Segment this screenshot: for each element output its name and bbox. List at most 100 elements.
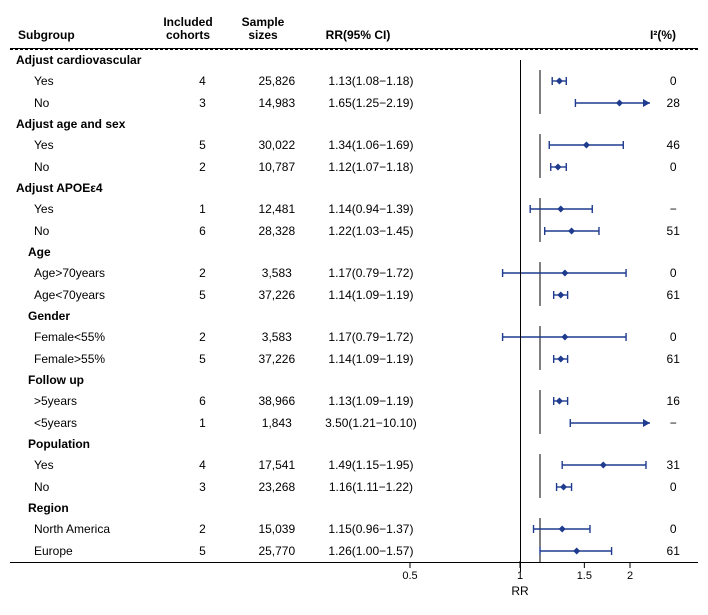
row-forest-cell xyxy=(430,92,648,114)
row-label: Europe xyxy=(10,544,163,558)
axis-area: 0.511.52RR xyxy=(10,563,698,605)
row-cohorts: 3 xyxy=(163,480,242,494)
data-row: No210,7871.12(1.07−1.18)0 xyxy=(10,156,698,178)
data-row: Yes417,5411.49(1.15−1.95) 31 xyxy=(10,454,698,476)
row-forest-cell xyxy=(430,284,648,306)
group-title-label: Population xyxy=(10,437,698,451)
row-rr: 1.17(0.79−1.72) xyxy=(311,330,430,344)
group-title: Region xyxy=(10,498,698,518)
row-i2: 28 xyxy=(648,96,698,110)
forest-row-svg xyxy=(430,92,650,114)
data-row: Age>70years23,5831.17(0.79−1.72) 0 xyxy=(10,262,698,284)
row-cohorts: 2 xyxy=(163,522,242,536)
row-rr: 1.14(1.09−1.19) xyxy=(311,352,430,366)
data-row: No323,2681.16(1.11−1.22)0 xyxy=(10,476,698,498)
row-sample: 37,226 xyxy=(242,352,311,366)
row-i2: 0 xyxy=(648,480,698,494)
header-samples: Samplesizes xyxy=(228,16,298,42)
row-i2: 61 xyxy=(648,288,698,302)
row-label: Yes xyxy=(10,74,163,88)
forest-row-svg xyxy=(430,220,650,242)
row-label: >5years xyxy=(10,394,163,408)
row-i2: − xyxy=(648,416,698,430)
group-title: Adjust APOEε4 xyxy=(10,178,698,198)
row-forest-cell xyxy=(430,412,648,434)
row-label: Yes xyxy=(10,138,163,152)
row-i2: 0 xyxy=(648,330,698,344)
forest-row-svg xyxy=(430,390,650,412)
row-sample: 38,966 xyxy=(242,394,311,408)
row-forest-cell xyxy=(430,348,648,370)
forest-row-svg xyxy=(430,326,650,348)
axis-svg: 0.511.52RR xyxy=(410,563,630,605)
row-rr: 1.49(1.15−1.95) xyxy=(311,458,430,472)
row-label: <5years xyxy=(10,416,163,430)
row-i2: 61 xyxy=(648,352,698,366)
group-title: Follow up xyxy=(10,370,698,390)
row-i2: 51 xyxy=(648,224,698,238)
header-cohorts: Includedcohorts xyxy=(148,16,228,42)
row-forest-cell xyxy=(430,134,648,156)
row-sample: 25,826 xyxy=(242,74,311,88)
row-rr: 1.14(0.94−1.39) xyxy=(311,202,430,216)
data-row: Yes425,8261.13(1.08−1.18)0 xyxy=(10,70,698,92)
row-sample: 37,226 xyxy=(242,288,311,302)
row-cohorts: 1 xyxy=(163,416,242,430)
row-i2: 46 xyxy=(648,138,698,152)
svg-text:2: 2 xyxy=(627,570,633,582)
row-rr: 3.50(1.21−10.10) xyxy=(311,416,430,430)
row-rr: 1.14(1.09−1.19) xyxy=(311,288,430,302)
svg-text:0.5: 0.5 xyxy=(402,570,417,582)
row-i2: 61 xyxy=(648,544,698,558)
row-rr: 1.13(1.08−1.18) xyxy=(311,74,430,88)
row-sample: 30,022 xyxy=(242,138,311,152)
row-label: No xyxy=(10,96,163,110)
data-row: No628,3281.22(1.03−1.45)51 xyxy=(10,220,698,242)
row-label: No xyxy=(10,480,163,494)
row-cohorts: 5 xyxy=(163,352,242,366)
row-forest-cell xyxy=(430,70,648,92)
row-rr: 1.22(1.03−1.45) xyxy=(311,224,430,238)
row-sample: 28,328 xyxy=(242,224,311,238)
data-row: Europe525,7701.26(1.00−1.57)61 xyxy=(10,540,698,562)
row-forest-cell xyxy=(430,540,648,562)
row-sample: 10,787 xyxy=(242,160,311,174)
row-cohorts: 6 xyxy=(163,394,242,408)
row-sample: 12,481 xyxy=(242,202,311,216)
row-label: Yes xyxy=(10,458,163,472)
forest-row-svg xyxy=(430,156,650,178)
row-i2: 0 xyxy=(648,266,698,280)
data-row: Age<70years537,2261.14(1.09−1.19)61 xyxy=(10,284,698,306)
row-sample: 17,541 xyxy=(242,458,311,472)
forest-row-svg xyxy=(430,70,650,92)
row-rr: 1.17(0.79−1.72) xyxy=(311,266,430,280)
row-forest-cell xyxy=(430,220,648,242)
data-row: No314,9831.65(1.25−2.19)28 xyxy=(10,92,698,114)
group-title-label: Gender xyxy=(10,309,698,323)
row-i2: 0 xyxy=(648,522,698,536)
svg-text:1: 1 xyxy=(517,570,523,582)
row-sample: 3,583 xyxy=(242,266,311,280)
row-i2: 31 xyxy=(648,458,698,472)
row-cohorts: 2 xyxy=(163,266,242,280)
row-i2: 16 xyxy=(648,394,698,408)
row-cohorts: 6 xyxy=(163,224,242,238)
header-i2: I²(%) xyxy=(638,28,688,42)
group-title: Population xyxy=(10,434,698,454)
group-title: Adjust cardiovascular xyxy=(10,50,698,70)
header-row: Subgroup Includedcohorts Samplesizes RR(… xyxy=(10,10,698,49)
group-title: Age xyxy=(10,242,698,262)
group-title-label: Region xyxy=(10,501,698,515)
row-label: Age>70years xyxy=(10,266,163,280)
row-label: Female<55% xyxy=(10,330,163,344)
forest-row-svg xyxy=(430,454,650,476)
row-cohorts: 4 xyxy=(163,458,242,472)
header-rr: RR(95% CI) xyxy=(298,28,418,42)
data-row: >5years638,9661.13(1.09−1.19)16 xyxy=(10,390,698,412)
row-rr: 1.15(0.96−1.37) xyxy=(311,522,430,536)
group-title-label: Age xyxy=(10,245,698,259)
header-subgroup: Subgroup xyxy=(10,28,148,42)
group-title: Adjust age and sex xyxy=(10,114,698,134)
row-cohorts: 4 xyxy=(163,74,242,88)
forest-row-svg xyxy=(430,412,650,434)
